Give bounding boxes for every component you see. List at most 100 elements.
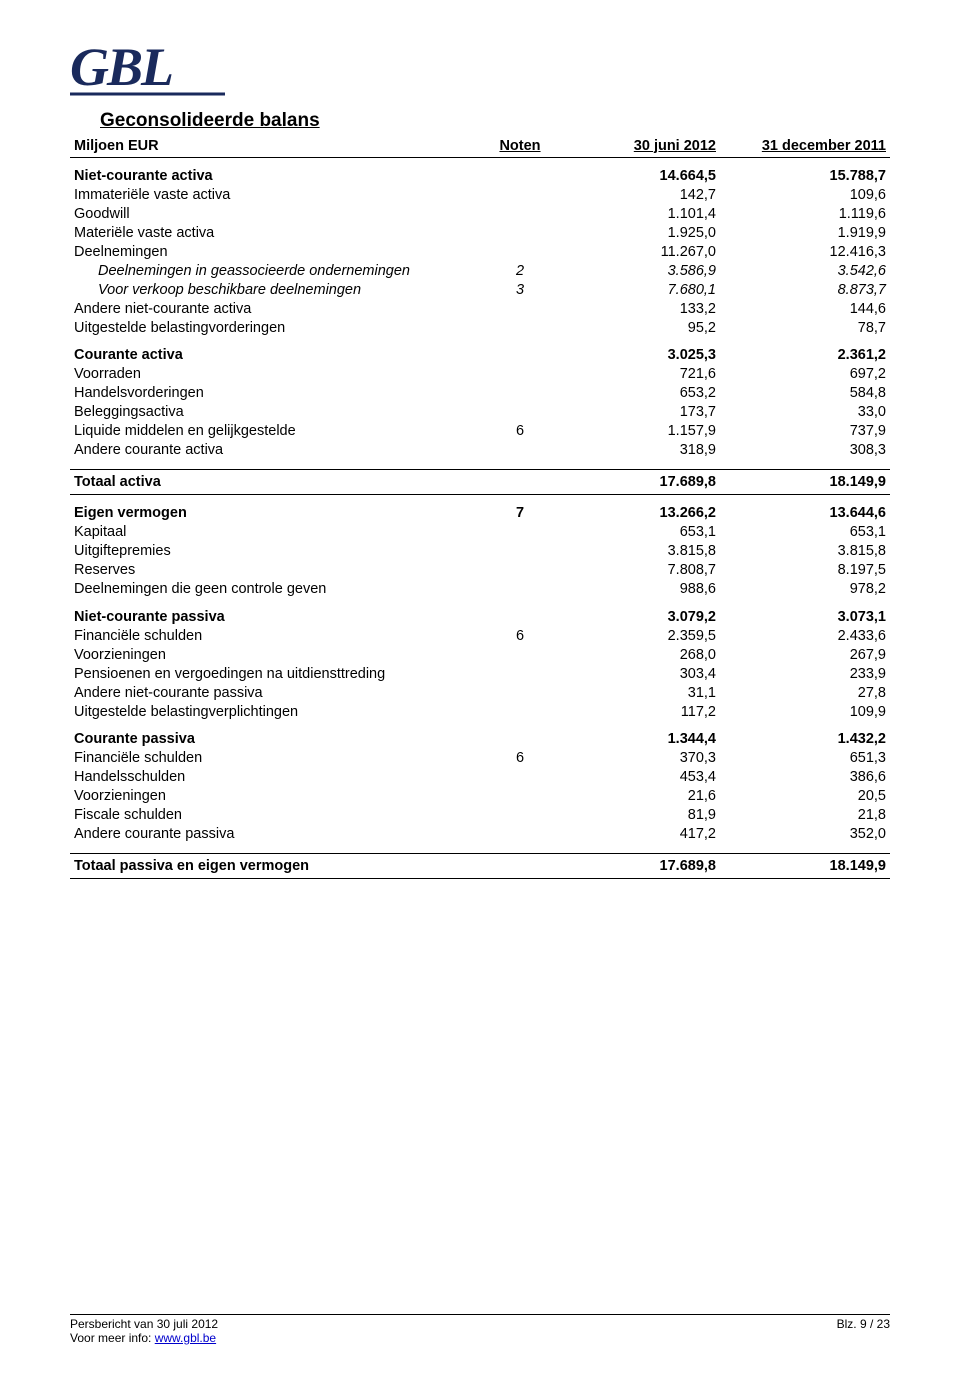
footer-info: Voor meer info: www.gbl.be [70, 1331, 218, 1345]
row-note [490, 683, 550, 702]
row-value-2: 2.433,6 [720, 626, 890, 645]
row-value-2: 651,3 [720, 749, 890, 768]
table-row: Voor verkoop beschikbare deelnemingen37.… [70, 280, 890, 299]
row-note [490, 403, 550, 422]
row-note [490, 223, 550, 242]
table-row: Deelnemingen die geen controle geven 988,… [70, 580, 890, 599]
row-note: 6 [490, 749, 550, 768]
row-value-2: 2.361,2 [720, 337, 890, 365]
row-value-2: 144,6 [720, 299, 890, 318]
row-value-1: 1.925,0 [550, 223, 720, 242]
row-value-1: 11.267,0 [550, 242, 720, 261]
row-label: Pensioenen en vergoedingen na uitdienstt… [70, 664, 490, 683]
row-value-1: 653,1 [550, 523, 720, 542]
row-value-1: 303,4 [550, 664, 720, 683]
page-footer: Persbericht van 30 juli 2012 Voor meer i… [70, 1314, 890, 1345]
table-row: Courante passiva1.344,41.432,2 [70, 721, 890, 749]
row-value-1: 13.266,2 [550, 495, 720, 523]
row-value-1: 17.689,8 [550, 854, 720, 879]
table-row: Kapitaal653,1653,1 [70, 523, 890, 542]
row-note [490, 768, 550, 787]
table-row: Handelsvorderingen653,2584,8 [70, 384, 890, 403]
row-value-2: 1.432,2 [720, 721, 890, 749]
footer-link[interactable]: www.gbl.be [155, 1331, 216, 1345]
row-label: Andere courante activa [70, 441, 490, 460]
table-row: Courante activa3.025,32.361,2 [70, 337, 890, 365]
row-note [490, 702, 550, 721]
row-value-2: 12.416,3 [720, 242, 890, 261]
table-row: Uitgiftepremies 3.815,83.815,8 [70, 542, 890, 561]
row-value-2: 27,8 [720, 683, 890, 702]
footer-info-prefix: Voor meer info: [70, 1331, 155, 1345]
row-note [490, 460, 550, 470]
row-value-1: 453,4 [550, 768, 720, 787]
row-value-2: 1.119,6 [720, 204, 890, 223]
row-value-1: 988,6 [550, 580, 720, 599]
row-label: Handelsschulden [70, 768, 490, 787]
row-value-2: 18.149,9 [720, 470, 890, 495]
row-value-1: 1.157,9 [550, 422, 720, 441]
row-note: 3 [490, 280, 550, 299]
row-value-2: 109,6 [720, 185, 890, 204]
table-row: Financiële schulden62.359,52.433,6 [70, 626, 890, 645]
page: GBL Geconsolideerde balans Miljoen EUR N… [0, 0, 960, 1375]
row-label: Andere niet-courante activa [70, 299, 490, 318]
row-value-2: 13.644,6 [720, 495, 890, 523]
balance-table: Miljoen EUR Noten 30 juni 2012 31 decemb… [70, 136, 890, 879]
footer-left: Persbericht van 30 juli 2012 Voor meer i… [70, 1317, 218, 1345]
row-label: Liquide middelen en gelijkgestelde [70, 422, 490, 441]
row-value-1: 1.101,4 [550, 204, 720, 223]
table-row: Uitgestelde belastingvorderingen95,278,7 [70, 318, 890, 337]
row-label: Reserves [70, 561, 490, 580]
row-note [490, 854, 550, 879]
row-label: Courante passiva [70, 721, 490, 749]
row-note [490, 299, 550, 318]
table-row: Andere niet-courante passiva31,127,8 [70, 683, 890, 702]
row-value-2: 386,6 [720, 768, 890, 787]
row-value-1: 721,6 [550, 365, 720, 384]
row-label: Totaal activa [70, 470, 490, 495]
row-note [490, 825, 550, 844]
row-value-1: 318,9 [550, 441, 720, 460]
row-label: Totaal passiva en eigen vermogen [70, 854, 490, 879]
row-label: Uitgestelde belastingverplichtingen [70, 702, 490, 721]
row-note [490, 441, 550, 460]
table-row: Reserves7.808,78.197,5 [70, 561, 890, 580]
row-note [490, 844, 550, 854]
row-label: Deelnemingen die geen controle geven [70, 580, 490, 599]
row-value-1 [550, 460, 720, 470]
header-noten: Noten [490, 136, 550, 157]
row-value-2: 1.919,9 [720, 223, 890, 242]
row-value-2 [720, 844, 890, 854]
table-row: Eigen vermogen713.266,213.644,6 [70, 495, 890, 523]
row-note [490, 599, 550, 627]
logo: GBL [70, 40, 890, 100]
row-value-2: 3.815,8 [720, 542, 890, 561]
row-value-1: 133,2 [550, 299, 720, 318]
table-row: Handelsschulden 453,4386,6 [70, 768, 890, 787]
row-note [490, 384, 550, 403]
row-value-2: 308,3 [720, 441, 890, 460]
row-value-2: 8.197,5 [720, 561, 890, 580]
row-value-2: 33,0 [720, 403, 890, 422]
row-label: Uitgestelde belastingvorderingen [70, 318, 490, 337]
table-row: Immateriële vaste activa142,7109,6 [70, 185, 890, 204]
header-col1: 30 juni 2012 [550, 136, 720, 157]
row-label: Uitgiftepremies [70, 542, 490, 561]
table-header-row: Miljoen EUR Noten 30 juni 2012 31 decemb… [70, 136, 890, 157]
row-value-2: 653,1 [720, 523, 890, 542]
row-note [490, 580, 550, 599]
row-value-1: 3.586,9 [550, 261, 720, 280]
row-value-2: 21,8 [720, 806, 890, 825]
table-row: Pensioenen en vergoedingen na uitdienstt… [70, 664, 890, 683]
row-value-1 [550, 844, 720, 854]
row-value-1: 81,9 [550, 806, 720, 825]
row-note: 6 [490, 626, 550, 645]
row-label: Voorraden [70, 365, 490, 384]
row-note [490, 542, 550, 561]
row-value-2: 109,9 [720, 702, 890, 721]
row-value-1: 3.815,8 [550, 542, 720, 561]
table-row: Voorzieningen268,0267,9 [70, 645, 890, 664]
row-note [490, 470, 550, 495]
row-note: 6 [490, 422, 550, 441]
